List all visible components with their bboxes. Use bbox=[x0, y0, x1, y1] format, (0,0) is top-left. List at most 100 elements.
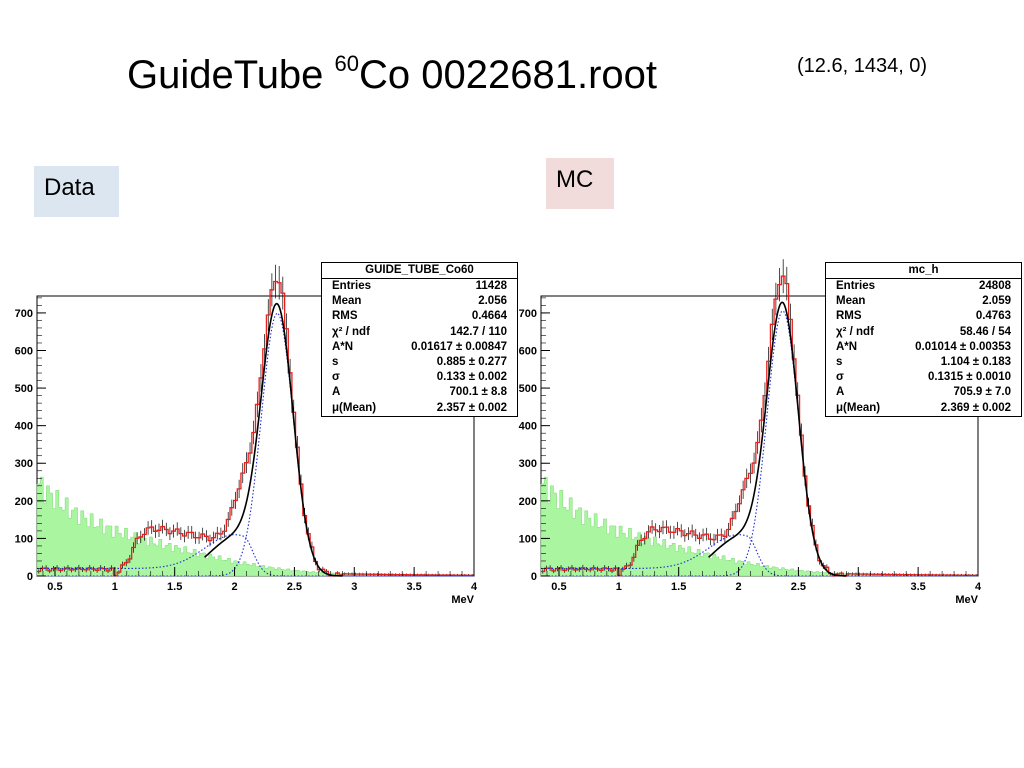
stats-value: 2.059 bbox=[982, 295, 1011, 308]
total-fit-curve bbox=[204, 302, 343, 577]
stats-row: σ 0.133 ± 0.002 bbox=[322, 370, 517, 385]
y-tick-label: 300 bbox=[15, 458, 33, 470]
x-tick-label: 2.5 bbox=[287, 581, 302, 593]
data-histogram-plot: 0 100 200 300 400 500 600 700 0.5 1 1.5 2 2.5 3 3.5 4 Me… bbox=[4, 255, 518, 610]
stats-label: σ bbox=[836, 371, 844, 384]
y-tick-label: 600 bbox=[15, 345, 33, 357]
title-suffix: Co 0022681.root bbox=[359, 53, 658, 97]
x-tick-label: 1 bbox=[112, 581, 118, 593]
stats-label: s bbox=[836, 355, 843, 368]
x-tick-label: 0.5 bbox=[551, 581, 566, 593]
stats-row: Entries 24808 bbox=[826, 279, 1021, 294]
y-tick-label: 500 bbox=[519, 383, 537, 395]
stats-value: 1.104 ± 0.183 bbox=[940, 355, 1011, 368]
x-tick-label: 4 bbox=[471, 581, 478, 593]
stats-label: Entries bbox=[332, 280, 371, 292]
stats-label: A*N bbox=[332, 340, 354, 353]
stats-label: μ(Mean) bbox=[332, 401, 377, 414]
stats-value: 58.46 / 54 bbox=[959, 325, 1011, 338]
stats-label: RMS bbox=[332, 310, 358, 323]
x-axis-label: MeV bbox=[955, 594, 978, 606]
stats-label: Mean bbox=[836, 295, 866, 308]
stats-value: 0.4664 bbox=[471, 310, 507, 323]
stats-label: Entries bbox=[836, 280, 875, 292]
x-tick-label: 2 bbox=[231, 581, 237, 593]
y-tick-label: 200 bbox=[15, 496, 33, 508]
stats-row: μ(Mean) 2.369 ± 0.002 bbox=[826, 401, 1021, 416]
y-tick-label: 0 bbox=[531, 571, 537, 583]
stats-row: A 700.1 ± 8.8 bbox=[322, 385, 517, 400]
y-tick-label: 200 bbox=[519, 496, 537, 508]
total-fit-curve bbox=[708, 301, 847, 577]
stats-row: σ 0.1315 ± 0.0010 bbox=[826, 370, 1021, 385]
stats-label: χ² / ndf bbox=[836, 325, 874, 338]
x-tick-label: 3.5 bbox=[910, 581, 925, 593]
run-info: (12.6, 1434, 0) bbox=[797, 55, 928, 77]
stats-label: A bbox=[836, 386, 845, 399]
stats-value: 142.7 / 110 bbox=[450, 325, 507, 338]
stats-value: 0.1315 ± 0.0010 bbox=[927, 371, 1011, 384]
y-tick-label: 100 bbox=[15, 533, 33, 545]
stats-value: 0.885 ± 0.277 bbox=[436, 355, 507, 368]
y-tick-label: 400 bbox=[519, 421, 537, 433]
x-tick-label: 3.5 bbox=[406, 581, 421, 593]
y-tick-label: 700 bbox=[519, 308, 537, 320]
slide-title: GuideTube 60Co 0022681.root bbox=[127, 53, 658, 97]
x-tick-label: 4 bbox=[975, 581, 982, 593]
stats-value: 700.1 ± 8.8 bbox=[449, 386, 507, 399]
title-prefix: GuideTube bbox=[127, 53, 335, 97]
stats-row: χ² / ndf 142.7 / 110 bbox=[322, 325, 517, 340]
stats-row: RMS 0.4763 bbox=[826, 309, 1021, 324]
stats-label: A*N bbox=[836, 340, 858, 353]
y-tick-label: 600 bbox=[519, 345, 537, 357]
y-tick-label: 700 bbox=[15, 308, 33, 320]
stats-value: 11428 bbox=[475, 280, 507, 292]
stats-value: 0.4763 bbox=[975, 310, 1011, 323]
y-tick-label: 300 bbox=[519, 458, 537, 470]
stats-label: Mean bbox=[332, 295, 362, 308]
stats-label: A bbox=[332, 386, 341, 399]
x-tick-label: 2 bbox=[735, 581, 741, 593]
x-tick-label: 1.5 bbox=[167, 581, 182, 593]
stats-value: 2.369 ± 0.002 bbox=[940, 401, 1011, 414]
x-tick-label: 0.5 bbox=[47, 581, 62, 593]
stats-title: mc_h bbox=[826, 263, 1021, 279]
mc-tag: MC bbox=[546, 158, 614, 209]
x-tick-label: 1 bbox=[616, 581, 622, 593]
stats-row: A*N 0.01014 ± 0.00353 bbox=[826, 340, 1021, 355]
y-tick-label: 400 bbox=[15, 421, 33, 433]
x-axis-label: MeV bbox=[451, 594, 474, 606]
stats-value: 0.01014 ± 0.00353 bbox=[915, 340, 1011, 353]
stats-label: σ bbox=[332, 371, 340, 384]
stats-value: 2.056 bbox=[478, 295, 507, 308]
stats-value: 2.357 ± 0.002 bbox=[436, 401, 507, 414]
y-tick-label: 500 bbox=[15, 383, 33, 395]
x-tick-label: 3 bbox=[855, 581, 861, 593]
stats-row: Mean 2.056 bbox=[322, 294, 517, 309]
stats-label: RMS bbox=[836, 310, 862, 323]
stats-row: A*N 0.01617 ± 0.00847 bbox=[322, 340, 517, 355]
y-tick-label: 100 bbox=[519, 533, 537, 545]
stats-row: χ² / ndf 58.46 / 54 bbox=[826, 325, 1021, 340]
stats-title: GUIDE_TUBE_Co60 bbox=[322, 263, 517, 279]
stats-row: RMS 0.4664 bbox=[322, 309, 517, 324]
stats-row: s 0.885 ± 0.277 bbox=[322, 355, 517, 370]
stats-label: μ(Mean) bbox=[836, 401, 881, 414]
gaussian-component bbox=[541, 310, 978, 577]
stats-value: 705.9 ± 7.0 bbox=[953, 386, 1011, 399]
stats-value: 24808 bbox=[979, 280, 1011, 292]
stats-row: Entries 11428 bbox=[322, 279, 517, 294]
stats-label: χ² / ndf bbox=[332, 325, 370, 338]
stats-row: s 1.104 ± 0.183 bbox=[826, 355, 1021, 370]
data-tag: Data bbox=[34, 166, 119, 217]
y-tick-label: 0 bbox=[27, 571, 33, 583]
data-histogram bbox=[541, 275, 978, 577]
mc-stats-box: mc_h Entries 24808 Mean 2.059 RMS 0.4763 χ²… bbox=[825, 262, 1022, 417]
data-histogram bbox=[37, 280, 474, 577]
x-tick-label: 1.5 bbox=[671, 581, 686, 593]
stats-value: 0.133 ± 0.002 bbox=[436, 371, 507, 384]
title-superscript: 60 bbox=[334, 51, 360, 76]
stats-row: A 705.9 ± 7.0 bbox=[826, 385, 1021, 400]
